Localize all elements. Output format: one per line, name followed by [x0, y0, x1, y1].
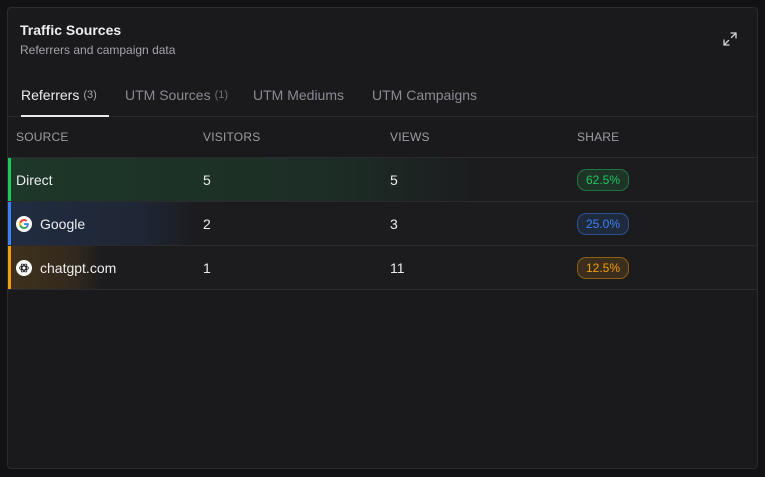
traffic-sources-card: Traffic Sources Referrers and campaign d…: [7, 7, 758, 469]
expand-icon: [723, 32, 737, 46]
share-cell: 12.5%: [577, 246, 630, 289]
share-badge: 62.5%: [577, 168, 630, 191]
table-row[interactable]: Google 2 3 25.0%: [8, 202, 757, 246]
share-cell: 62.5%: [577, 158, 630, 201]
column-header-share[interactable]: SHARE: [577, 130, 620, 144]
table-row[interactable]: Direct 5 5 62.5%: [8, 158, 757, 202]
google-icon: [16, 215, 32, 232]
table-header: SOURCE VISITORS VIEWS SHARE: [8, 117, 757, 158]
source-cell: Google: [16, 202, 85, 245]
tab-utm-campaigns[interactable]: UTM Campaigns: [372, 74, 477, 116]
visitors-cell: 1: [203, 259, 211, 276]
visitors-cell: 2: [203, 215, 211, 232]
source-name: chatgpt.com: [40, 259, 117, 276]
row-accent: [8, 246, 11, 289]
share-bar: [8, 202, 196, 245]
card-header: Traffic Sources Referrers and campaign d…: [20, 22, 175, 58]
table-row[interactable]: chatgpt.com 1 11 12.5%: [8, 246, 757, 290]
card-title: Traffic Sources: [20, 22, 122, 38]
tab-bar: Referrers (3) UTM Sources (1) UTM Medium…: [8, 74, 757, 117]
expand-button[interactable]: [721, 30, 739, 48]
source-name: Google: [40, 215, 86, 232]
row-accent: [8, 158, 11, 201]
column-header-views[interactable]: VIEWS: [390, 130, 430, 144]
tab-utm-mediums[interactable]: UTM Mediums: [253, 74, 344, 116]
tab-count: (3): [83, 89, 97, 101]
card-subtitle: Referrers and campaign data: [20, 43, 176, 57]
views-cell: 3: [390, 215, 398, 232]
source-cell: Direct: [16, 158, 53, 201]
source-cell: chatgpt.com: [16, 246, 116, 289]
views-cell: 11: [390, 259, 405, 276]
row-accent: [8, 202, 11, 245]
share-bar: [8, 158, 477, 201]
tab-label: UTM Mediums: [253, 87, 345, 103]
tab-referrers[interactable]: Referrers (3): [21, 74, 109, 117]
views-cell: 5: [390, 171, 398, 188]
column-header-source[interactable]: SOURCE: [16, 130, 69, 144]
tab-count: (1): [214, 89, 229, 101]
tab-label: UTM Sources: [125, 87, 211, 103]
column-header-visitors[interactable]: VISITORS: [203, 130, 261, 144]
tab-utm-sources[interactable]: UTM Sources (1): [125, 74, 228, 116]
tab-label: UTM Campaigns: [372, 87, 478, 103]
tab-label: Referrers: [21, 87, 80, 103]
share-badge: 25.0%: [577, 212, 630, 235]
share-cell: 25.0%: [577, 202, 630, 245]
visitors-cell: 5: [203, 171, 211, 188]
source-name: Direct: [16, 171, 53, 188]
openai-icon: [16, 259, 32, 276]
share-badge: 12.5%: [577, 256, 630, 279]
